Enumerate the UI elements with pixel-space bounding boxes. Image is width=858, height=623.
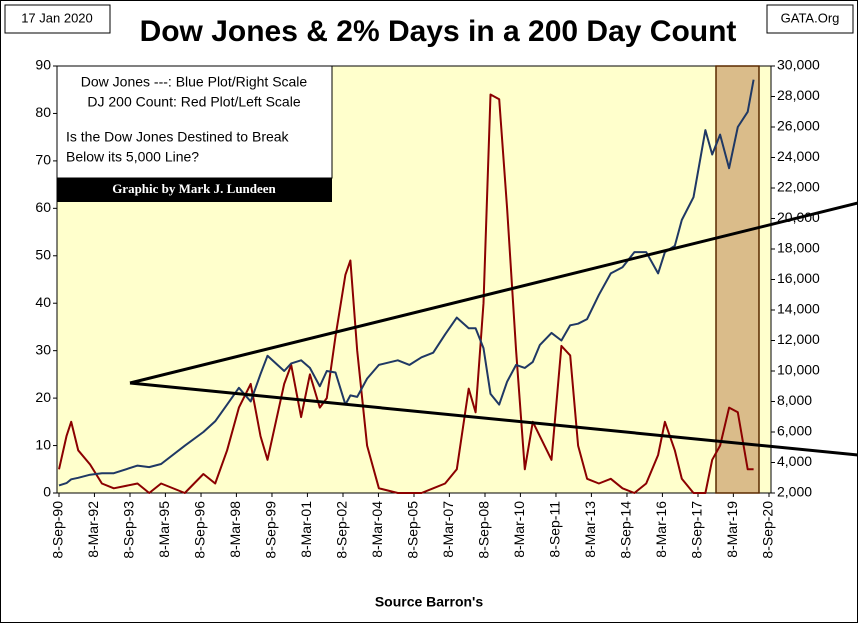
x-tick-label: 8-Sep-14 (618, 501, 634, 559)
y-tick-label: 70 (35, 152, 51, 168)
x-tick-label: 8-Sep-17 (689, 501, 705, 559)
y2-tick-label: 20,000 (777, 209, 820, 225)
x-tick-label: 8-Sep-05 (405, 501, 421, 559)
site-box (766, 4, 854, 34)
x-tick-label: 8-Mar-19 (724, 501, 740, 558)
y2-tick-label: 8,000 (777, 392, 812, 408)
x-tick-label: 8-Mar-98 (227, 501, 243, 558)
y2-tick-label: 26,000 (777, 118, 820, 134)
y2-tick-label: 4,000 (777, 453, 812, 469)
x-axis-label: Source Barron's (375, 594, 484, 610)
highlight-region (715, 65, 760, 494)
y2-tick-label: 12,000 (777, 331, 820, 347)
note-box (56, 65, 333, 179)
y2-tick-label: 30,000 (777, 57, 820, 73)
series-line (58, 79, 755, 487)
y-tick-label: 0 (43, 484, 51, 500)
x-tick-label: 8-Sep-20 (760, 501, 776, 559)
y2-tick-label: 10,000 (777, 362, 820, 378)
y-tick-label: 60 (35, 199, 51, 215)
credit: Graphic by Mark J. Lundeen (112, 181, 276, 196)
date-box (4, 4, 111, 34)
note: Is the Dow Jones Destined to Break (66, 129, 290, 145)
y2-tick-label: 16,000 (777, 270, 820, 286)
x-tick-label: 8-Mar-10 (511, 501, 527, 558)
y2-tick-label: 6,000 (777, 423, 812, 439)
y2-tick-label: 22,000 (777, 179, 820, 195)
x-tick-label: 8-Mar-13 (582, 501, 598, 558)
y2-tick-label: 24,000 (777, 148, 820, 164)
x-tick-label: 8-Sep-11 (547, 501, 563, 558)
x-tick-label: 8-Mar-07 (440, 501, 456, 558)
note: DJ 200 Count: Red Plot/Left Scale (87, 94, 300, 110)
y-tick-label: 20 (35, 389, 51, 405)
y-tick-label: 40 (35, 294, 51, 310)
credit-box (57, 178, 332, 202)
y2-tick-label: 18,000 (777, 240, 820, 256)
date-label: 17 Jan 2020 (21, 10, 93, 25)
x-tick-label: 8-Mar-01 (298, 501, 314, 558)
site-label: GATA.Org (781, 10, 840, 25)
trend-line (129, 201, 858, 385)
x-tick-label: 8-Sep-96 (192, 501, 208, 559)
trend-line (129, 381, 858, 457)
x-tick-label: 8-Mar-92 (85, 501, 101, 558)
x-tick-label: 8-Sep-08 (476, 501, 492, 559)
x-tick-label: 8-Mar-16 (653, 501, 669, 558)
y2-tick-label: 28,000 (777, 87, 820, 103)
chart-title: Dow Jones & 2% Days in a 200 Day Count (140, 15, 737, 48)
note: Dow Jones ---: Blue Plot/Right Scale (81, 74, 308, 90)
y2-tick-label: 14,000 (777, 301, 820, 317)
x-tick-label: 8-Mar-04 (369, 501, 385, 558)
x-tick-label: 8-Mar-95 (156, 501, 172, 558)
note: Below its 5,000 Line? (66, 149, 199, 165)
x-tick-label: 8-Sep-90 (50, 501, 66, 559)
y2-tick-label: 2,000 (777, 484, 812, 500)
y-tick-label: 90 (35, 57, 51, 73)
y-tick-label: 10 (35, 436, 51, 452)
x-tick-label: 8-Sep-99 (263, 501, 279, 559)
x-tick-label: 8-Sep-02 (334, 501, 350, 559)
x-tick-label: 8-Sep-93 (121, 501, 137, 559)
y-tick-label: 30 (35, 341, 51, 357)
y-tick-label: 50 (35, 246, 51, 262)
series-line (58, 93, 754, 494)
y-tick-label: 80 (35, 104, 51, 120)
